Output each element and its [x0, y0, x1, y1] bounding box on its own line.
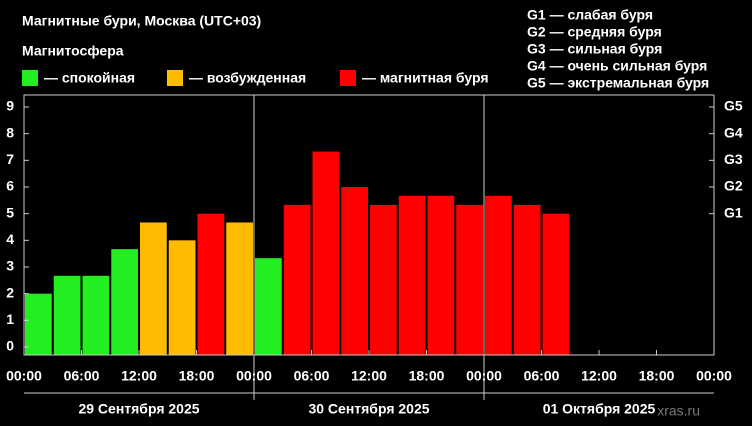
- bar: [226, 222, 253, 355]
- storm-legend-label: G1 — слабая буря: [527, 7, 653, 23]
- date-label: 01 Октября 2025: [543, 401, 656, 417]
- bar: [456, 204, 483, 355]
- bar: [485, 195, 512, 355]
- legend-swatch: [167, 70, 183, 86]
- y2-tick-label: G5: [724, 98, 743, 114]
- y2-tick-label: G2: [724, 178, 743, 194]
- storm-legend-label: G3 — сильная буря: [527, 41, 662, 57]
- bar: [25, 293, 52, 355]
- y-tick-label: 9: [6, 98, 14, 114]
- bar: [370, 204, 397, 355]
- y-tick-label: 3: [6, 258, 14, 274]
- chart-title: Магнитные бури, Москва (UTC+03): [22, 13, 261, 29]
- x-tick-label: 12:00: [351, 368, 387, 384]
- y-tick-label: 8: [6, 124, 14, 140]
- y-tick-label: 4: [6, 231, 14, 247]
- storm-legend-label: G4 — очень сильная буря: [527, 58, 707, 74]
- x-tick-label: 00:00: [236, 368, 272, 384]
- bar: [53, 275, 81, 355]
- bar: [513, 204, 541, 355]
- x-tick-label: 18:00: [409, 368, 445, 384]
- date-label: 30 Сентября 2025: [308, 401, 429, 417]
- y-tick-label: 1: [6, 311, 14, 327]
- legend-swatch: [340, 70, 356, 86]
- date-label: 29 Сентября 2025: [78, 401, 199, 417]
- y-tick-label: 5: [6, 204, 14, 220]
- storm-legend-label: G2 — средняя буря: [527, 24, 662, 40]
- x-tick-label: 06:00: [524, 368, 560, 384]
- legend-label: — магнитная буря: [362, 70, 489, 86]
- legend-swatch: [22, 70, 38, 86]
- bar: [82, 275, 110, 355]
- bar: [312, 151, 340, 355]
- y-tick-label: 6: [6, 178, 14, 194]
- bar: [197, 213, 225, 355]
- bar: [111, 249, 138, 355]
- bar: [255, 258, 282, 355]
- x-tick-label: 00:00: [466, 368, 502, 384]
- storm-legend-label: G5 — экстремальная буря: [527, 75, 709, 91]
- x-tick-label: 12:00: [581, 368, 617, 384]
- x-tick-label: 06:00: [294, 368, 330, 384]
- y2-tick-label: G3: [724, 151, 743, 167]
- x-tick-label: 18:00: [639, 368, 675, 384]
- y2-tick-label: G1: [724, 204, 743, 220]
- y-tick-label: 7: [6, 151, 14, 167]
- y-tick-label: 2: [6, 284, 14, 300]
- chart-subtitle: Магнитосфера: [22, 43, 124, 59]
- bar: [283, 204, 311, 355]
- legend-label: — спокойная: [44, 70, 135, 86]
- bar: [341, 187, 368, 355]
- bar: [398, 195, 426, 355]
- x-tick-label: 18:00: [179, 368, 215, 384]
- bar: [140, 222, 167, 355]
- bar: [168, 240, 196, 355]
- y-tick-label: 0: [6, 338, 14, 354]
- bar: [427, 195, 455, 355]
- watermark: xras.ru: [657, 403, 700, 419]
- x-tick-label: 12:00: [121, 368, 157, 384]
- x-tick-label: 06:00: [64, 368, 100, 384]
- legend-label: — возбужденная: [189, 70, 306, 86]
- bar: [542, 213, 570, 355]
- y2-tick-label: G4: [724, 124, 743, 140]
- x-tick-label: 00:00: [696, 368, 732, 384]
- x-tick-label: 00:00: [6, 368, 42, 384]
